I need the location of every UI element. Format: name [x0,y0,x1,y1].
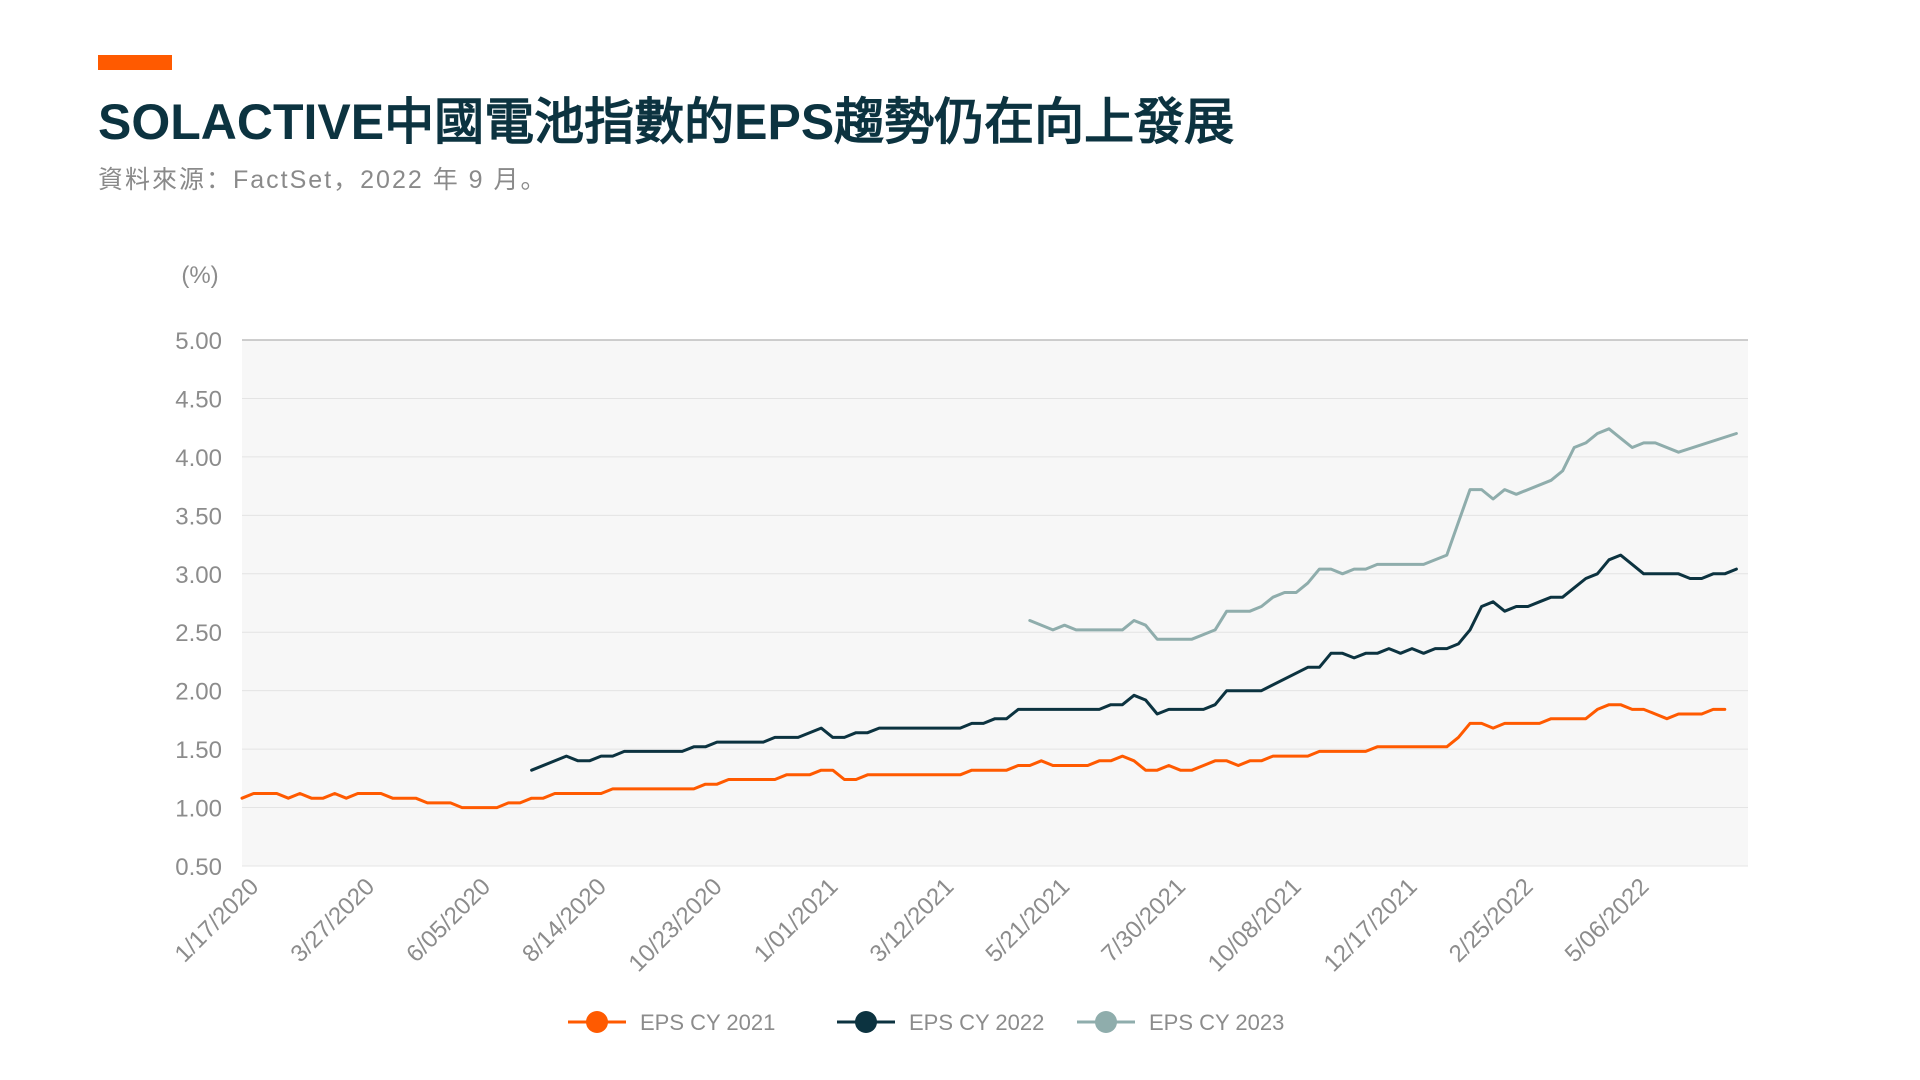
series-line [530,553,1738,772]
y-tick-label: 2.00 [175,679,222,706]
x-tick-label: 5/06/2022 [1560,873,1655,968]
legend: EPS CY 2021 EPS CY 2022 EPS CY 2023 [568,1010,1284,1035]
gridlines [242,339,1748,867]
y-tick-label: 2.50 [175,620,222,647]
x-tick-label: 1/01/2021 [749,873,844,968]
y-tick-label: 3.00 [175,562,222,589]
legend-item: EPS CY 2023 [1077,1010,1284,1035]
x-tick-label: 7/30/2021 [1096,873,1191,968]
y-tick-label: 5.00 [175,328,222,355]
page-title: SOLACTIVE中國電池指數的EPS趨勢仍在向上發展 [98,94,1235,150]
x-tick-label: 12/17/2021 [1319,873,1423,977]
y-tick-label: 4.00 [175,445,222,472]
x-tick-label: 1/17/2020 [170,873,265,968]
series-line [1028,427,1738,641]
y-axis: 5.00 4.50 4.00 3.50 3.00 2.50 2.00 1.50 1.00 0.50 [175,328,222,881]
x-axis: 1/17/2020 3/27/2020 6/05/2020 8/14/2020 10/2… [170,873,1655,977]
plot-area [242,340,1748,866]
legend-marker [586,1011,608,1033]
x-tick-label: 6/05/2020 [401,873,496,968]
legend-label: EPS CY 2021 [640,1010,775,1035]
x-tick-label: 3/12/2021 [865,873,960,968]
legend-item: EPS CY 2022 [837,1010,1044,1035]
x-tick-label: 10/23/2020 [624,873,728,977]
legend-marker [1095,1011,1117,1033]
y-tick-label: 0.50 [175,854,222,881]
accent-bar [98,55,172,70]
x-tick-label: 8/14/2020 [517,873,612,968]
y-tick-label: 1.00 [175,796,222,823]
source-note: 資料來源：FactSet，2022 年 9 月。 [98,166,548,194]
y-tick-label: 1.50 [175,737,222,764]
x-tick-label: 5/21/2021 [981,873,1076,968]
x-tick-label: 10/08/2021 [1203,873,1307,977]
legend-label: EPS CY 2023 [1149,1010,1284,1035]
legend-label: EPS CY 2022 [909,1010,1044,1035]
series-lines [240,427,1738,810]
y-tick-label: 3.50 [175,503,222,530]
x-tick-label: 2/25/2022 [1444,873,1539,968]
y-axis-label: (%) [181,262,218,289]
legend-marker [855,1011,877,1033]
series-line [240,703,1727,810]
x-tick-label: 3/27/2020 [285,873,380,968]
legend-item: EPS CY 2021 [568,1010,775,1035]
y-tick-label: 4.50 [175,386,222,413]
